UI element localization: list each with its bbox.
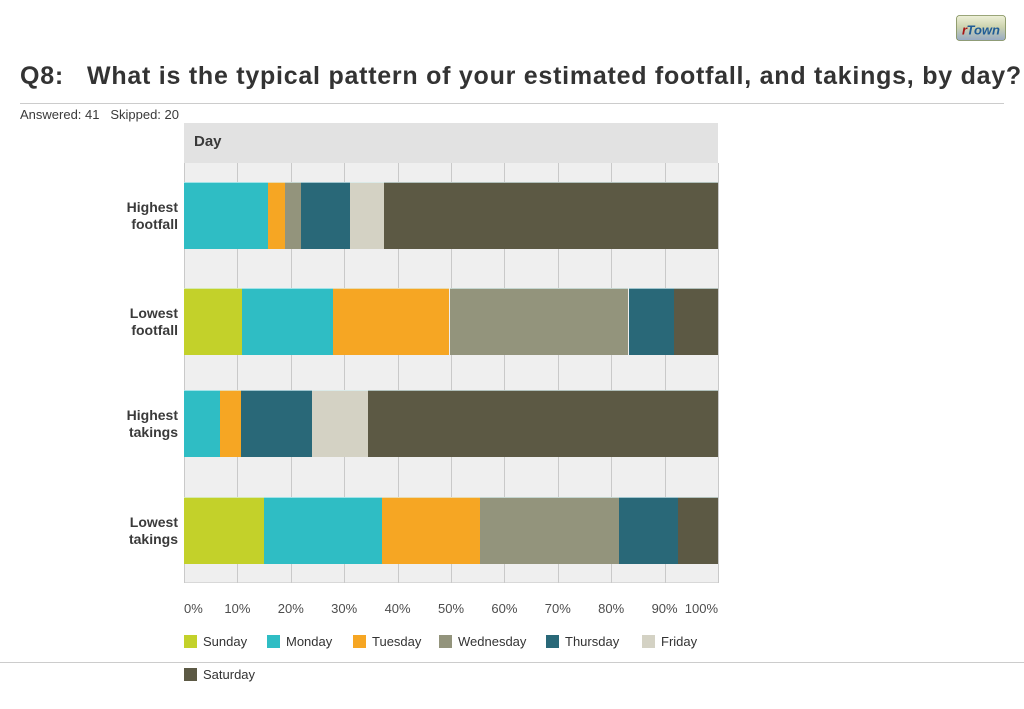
svg-text:Town: Town — [967, 23, 1001, 38]
